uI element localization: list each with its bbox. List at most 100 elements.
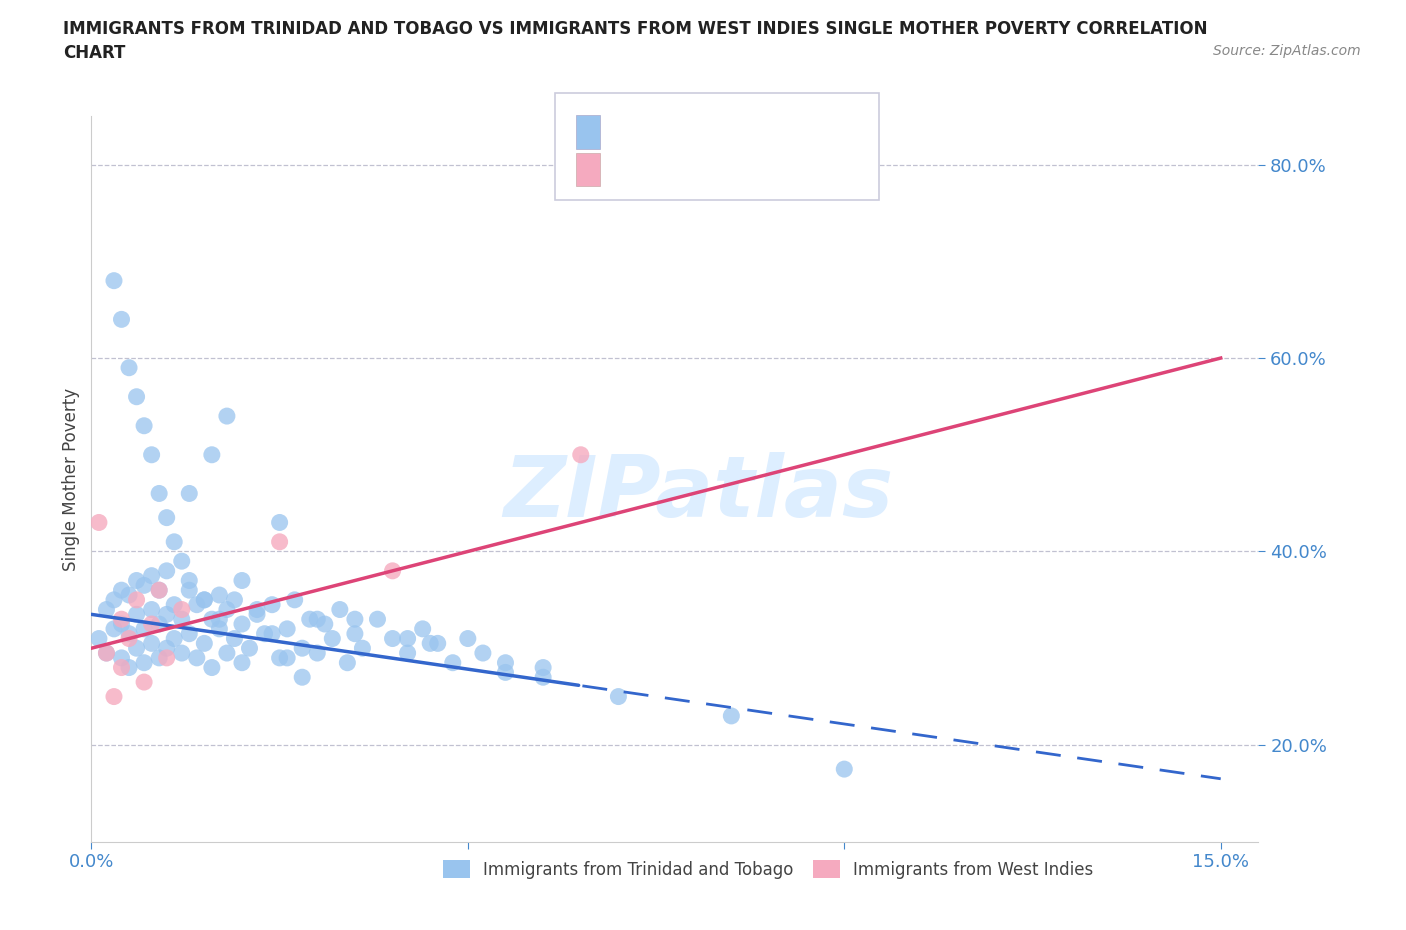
Point [170, 645, 193, 660]
Point [156, 641, 179, 656]
Point [148, 583, 170, 598]
Point [246, 602, 269, 617]
Point [163, 535, 186, 550]
Point [231, 656, 253, 671]
Point [396, 631, 419, 646]
Point [336, 656, 359, 671]
Point [110, 660, 132, 675]
Point [269, 650, 291, 665]
Point [343, 612, 366, 627]
Text: CHART: CHART [63, 44, 125, 61]
Point [208, 588, 231, 603]
Point [132, 578, 155, 592]
Text: Source: ZipAtlas.com: Source: ZipAtlas.com [1213, 44, 1361, 58]
Point [215, 645, 238, 660]
Point [495, 665, 517, 680]
Point [201, 612, 224, 627]
Text: IMMIGRANTS FROM TRINIDAD AND TOBAGO VS IMMIGRANTS FROM WEST INDIES SINGLE MOTHER: IMMIGRANTS FROM TRINIDAD AND TOBAGO VS I… [63, 20, 1208, 38]
Text: ZIPatlas: ZIPatlas [503, 452, 893, 535]
Point [262, 597, 284, 612]
Point [832, 762, 855, 777]
Point [103, 273, 125, 288]
Point [269, 535, 291, 550]
Point [215, 602, 238, 617]
Point [396, 645, 419, 660]
Point [314, 617, 336, 631]
Point [179, 573, 201, 588]
Point [412, 621, 434, 636]
Point [224, 592, 246, 607]
Point [141, 568, 163, 583]
Point [291, 670, 314, 684]
Point [208, 612, 231, 627]
Point [253, 626, 276, 641]
Point [156, 564, 179, 578]
Point [132, 674, 155, 689]
Point [284, 592, 307, 607]
Point [118, 626, 141, 641]
Point [141, 447, 163, 462]
Point [163, 597, 186, 612]
Point [156, 607, 179, 622]
Point [441, 656, 464, 671]
Point [125, 592, 148, 607]
Point [132, 418, 155, 433]
Point [426, 636, 449, 651]
Point [307, 645, 329, 660]
Point [110, 617, 132, 631]
Point [125, 390, 148, 405]
Point [321, 631, 343, 646]
Point [276, 621, 298, 636]
Y-axis label: Single Mother Poverty: Single Mother Poverty [62, 388, 80, 570]
Point [148, 583, 170, 598]
Point [471, 645, 494, 660]
Point [110, 312, 132, 326]
Point [269, 515, 291, 530]
Point [193, 592, 215, 607]
Point [125, 607, 148, 622]
Point [118, 588, 141, 603]
Point [329, 602, 352, 617]
Legend: Immigrants from Trinidad and Tobago, Immigrants from West Indies: Immigrants from Trinidad and Tobago, Imm… [436, 854, 1101, 885]
Point [110, 612, 132, 627]
Point [148, 650, 170, 665]
Point [419, 636, 441, 651]
Point [179, 583, 201, 598]
Point [531, 670, 554, 684]
Point [495, 656, 517, 671]
Point [141, 617, 163, 631]
Point [96, 645, 118, 660]
Point [569, 447, 592, 462]
Point [298, 612, 321, 627]
Point [170, 602, 193, 617]
Point [170, 612, 193, 627]
Point [231, 573, 253, 588]
Point [224, 631, 246, 646]
Point [118, 660, 141, 675]
Point [148, 486, 170, 501]
Point [118, 631, 141, 646]
Text: R = -0.144   N = 103: R = -0.144 N = 103 [612, 123, 793, 141]
Point [215, 408, 238, 423]
Point [87, 515, 110, 530]
Point [193, 592, 215, 607]
Point [720, 709, 742, 724]
Point [132, 656, 155, 671]
Point [201, 660, 224, 675]
Point [156, 511, 179, 525]
Point [103, 689, 125, 704]
Point [179, 486, 201, 501]
Point [307, 612, 329, 627]
Point [381, 631, 404, 646]
Point [96, 645, 118, 660]
Point [179, 626, 201, 641]
Point [246, 607, 269, 622]
Point [238, 641, 260, 656]
Point [276, 650, 298, 665]
Point [103, 621, 125, 636]
Point [148, 617, 170, 631]
Point [607, 689, 630, 704]
Point [125, 641, 148, 656]
Point [291, 641, 314, 656]
Point [110, 650, 132, 665]
